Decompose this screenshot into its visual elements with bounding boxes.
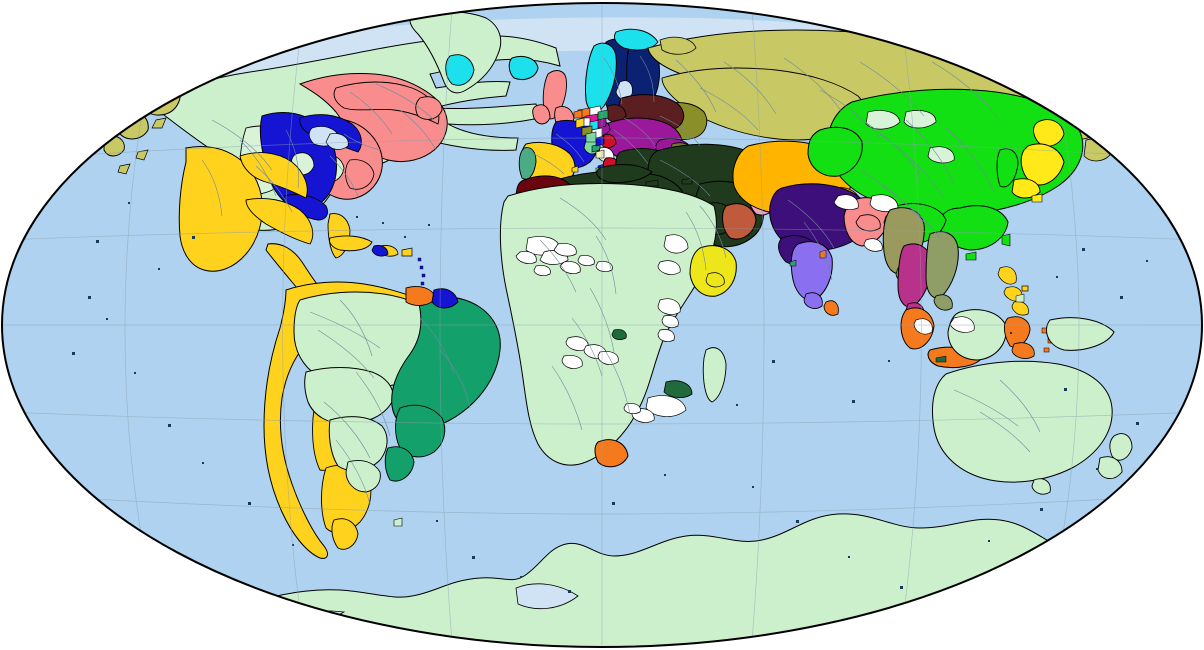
- region-east-indies: [900, 266, 1115, 371]
- region-vietnam-home: [925, 231, 959, 311]
- region-hre-states: [573, 105, 609, 147]
- region-africa-interior: [499, 183, 737, 468]
- region-australia: [932, 360, 1133, 495]
- region-oman-home: [722, 203, 757, 240]
- globe-body: [2, 3, 1202, 647]
- region-cuba: [329, 235, 373, 252]
- region-new-zealand: [1109, 433, 1133, 461]
- rivers-and-subborders: [201, 55, 1073, 505]
- region-greenland: [409, 11, 502, 94]
- region-south-america: [263, 281, 501, 559]
- region-new-spain: [178, 145, 426, 303]
- graticule: [2, 4, 1202, 646]
- region-korea: [996, 148, 1019, 188]
- region-french-guiana: [431, 288, 459, 309]
- region-iceland: [508, 55, 539, 81]
- region-saint-domingue: [371, 245, 389, 257]
- greenland-danish-claim: [445, 54, 475, 86]
- region-mysore-home: [789, 241, 839, 316]
- region-cape-colony: [594, 439, 629, 468]
- region-ethiopia-home: [689, 245, 737, 297]
- region-portugal-home: [518, 147, 537, 180]
- region-japan-home: [1011, 119, 1065, 203]
